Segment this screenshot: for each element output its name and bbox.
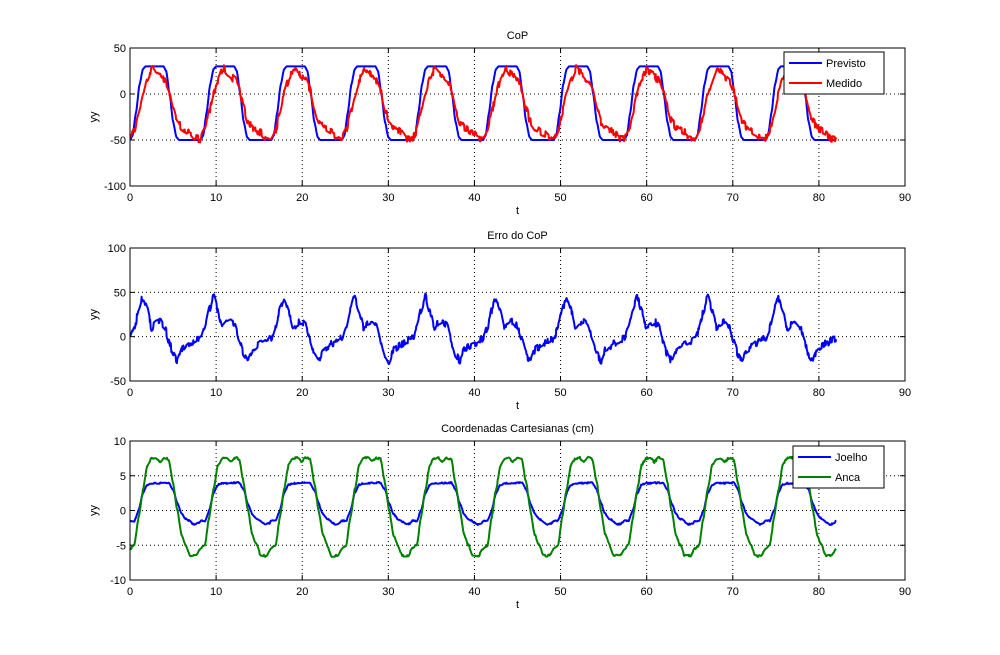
y-axis-label: yy xyxy=(88,505,100,517)
x-tick-label: 10 xyxy=(210,586,222,598)
axes-box xyxy=(129,47,906,187)
y-tick-label: -50 xyxy=(110,376,126,388)
subplot-3: 0 10 20 30 40 50 60 70 80 90 -10 -5 0 5 10 Coordenadas … xyxy=(88,423,911,611)
y-tick-label: 10 xyxy=(114,436,126,448)
x-tick-label: 10 xyxy=(210,192,222,204)
x-axis-label: t xyxy=(516,205,519,217)
chart-title: CoP xyxy=(507,30,528,42)
x-tick-label: 50 xyxy=(554,192,566,204)
x-tick-label: 80 xyxy=(813,387,825,399)
x-tick-label: 50 xyxy=(554,586,566,598)
x-tick-label: 90 xyxy=(899,192,911,204)
plot-area xyxy=(130,248,905,381)
x-tick-label: 20 xyxy=(296,387,308,399)
y-tick-label: 5 xyxy=(120,471,126,483)
legend-box xyxy=(792,445,885,489)
x-tick-label: 30 xyxy=(382,192,394,204)
x-tick-label: 90 xyxy=(899,586,911,598)
y-axis-label: yy xyxy=(88,111,100,123)
legend: Previsto Medido xyxy=(783,51,885,95)
y-tick-label: -10 xyxy=(110,575,126,587)
x-tick-label: 70 xyxy=(727,387,739,399)
x-tick-label: 30 xyxy=(382,586,394,598)
x-axis-label: t xyxy=(516,599,519,611)
y-tick-label: 50 xyxy=(114,43,126,55)
y-tick-label: 100 xyxy=(108,243,126,255)
series-line-erro xyxy=(130,292,838,365)
legend-label: Anca xyxy=(835,472,861,484)
y-tick-label: -5 xyxy=(116,540,126,552)
x-tick-label: 0 xyxy=(127,192,133,204)
x-tick-label: 80 xyxy=(813,192,825,204)
x-tick-label: 40 xyxy=(468,586,480,598)
y-tick-label: 0 xyxy=(120,332,126,344)
x-tick-label: 0 xyxy=(127,387,133,399)
subplot-1: 0 10 20 30 40 50 60 70 80 90 -100 -50 0 50 CoP t yy Previ… xyxy=(88,30,911,217)
legend-label: Previsto xyxy=(826,58,866,70)
x-tick-label: 30 xyxy=(382,387,394,399)
x-tick-label: 40 xyxy=(468,192,480,204)
y-axis-label: yy xyxy=(88,309,100,321)
axes-box xyxy=(129,440,906,581)
y-tick-label: 0 xyxy=(120,506,126,518)
chart-title: Coordenadas Cartesianas (cm) xyxy=(441,423,594,435)
x-tick-label: 40 xyxy=(468,387,480,399)
chart-title: Erro do CoP xyxy=(487,230,548,242)
x-tick-label: 50 xyxy=(554,387,566,399)
x-tick-label: 60 xyxy=(641,387,653,399)
legend: Joelho Anca xyxy=(792,445,885,489)
x-tick-label: 60 xyxy=(641,192,653,204)
y-tick-label: 0 xyxy=(120,89,126,101)
series-line-anca xyxy=(130,455,837,558)
x-tick-label: 10 xyxy=(210,387,222,399)
x-tick-label: 20 xyxy=(296,586,308,598)
x-axis-label: t xyxy=(516,400,519,412)
x-tick-label: 60 xyxy=(641,586,653,598)
y-tick-label: 50 xyxy=(114,287,126,299)
x-tick-label: 20 xyxy=(296,192,308,204)
y-tick-label: -50 xyxy=(110,135,126,147)
x-tick-label: 0 xyxy=(127,586,133,598)
legend-label: Joelho xyxy=(835,452,867,464)
legend-label: Medido xyxy=(826,78,862,90)
legend-box xyxy=(783,51,885,95)
series-line-previsto xyxy=(130,65,837,141)
x-tick-label: 70 xyxy=(727,586,739,598)
x-tick-label: 90 xyxy=(899,387,911,399)
plot-area xyxy=(130,48,905,186)
x-tick-label: 80 xyxy=(813,586,825,598)
axes-box xyxy=(129,247,906,382)
series-line-medido xyxy=(130,64,838,144)
x-tick-label: 70 xyxy=(727,192,739,204)
y-tick-label: -100 xyxy=(104,181,126,193)
